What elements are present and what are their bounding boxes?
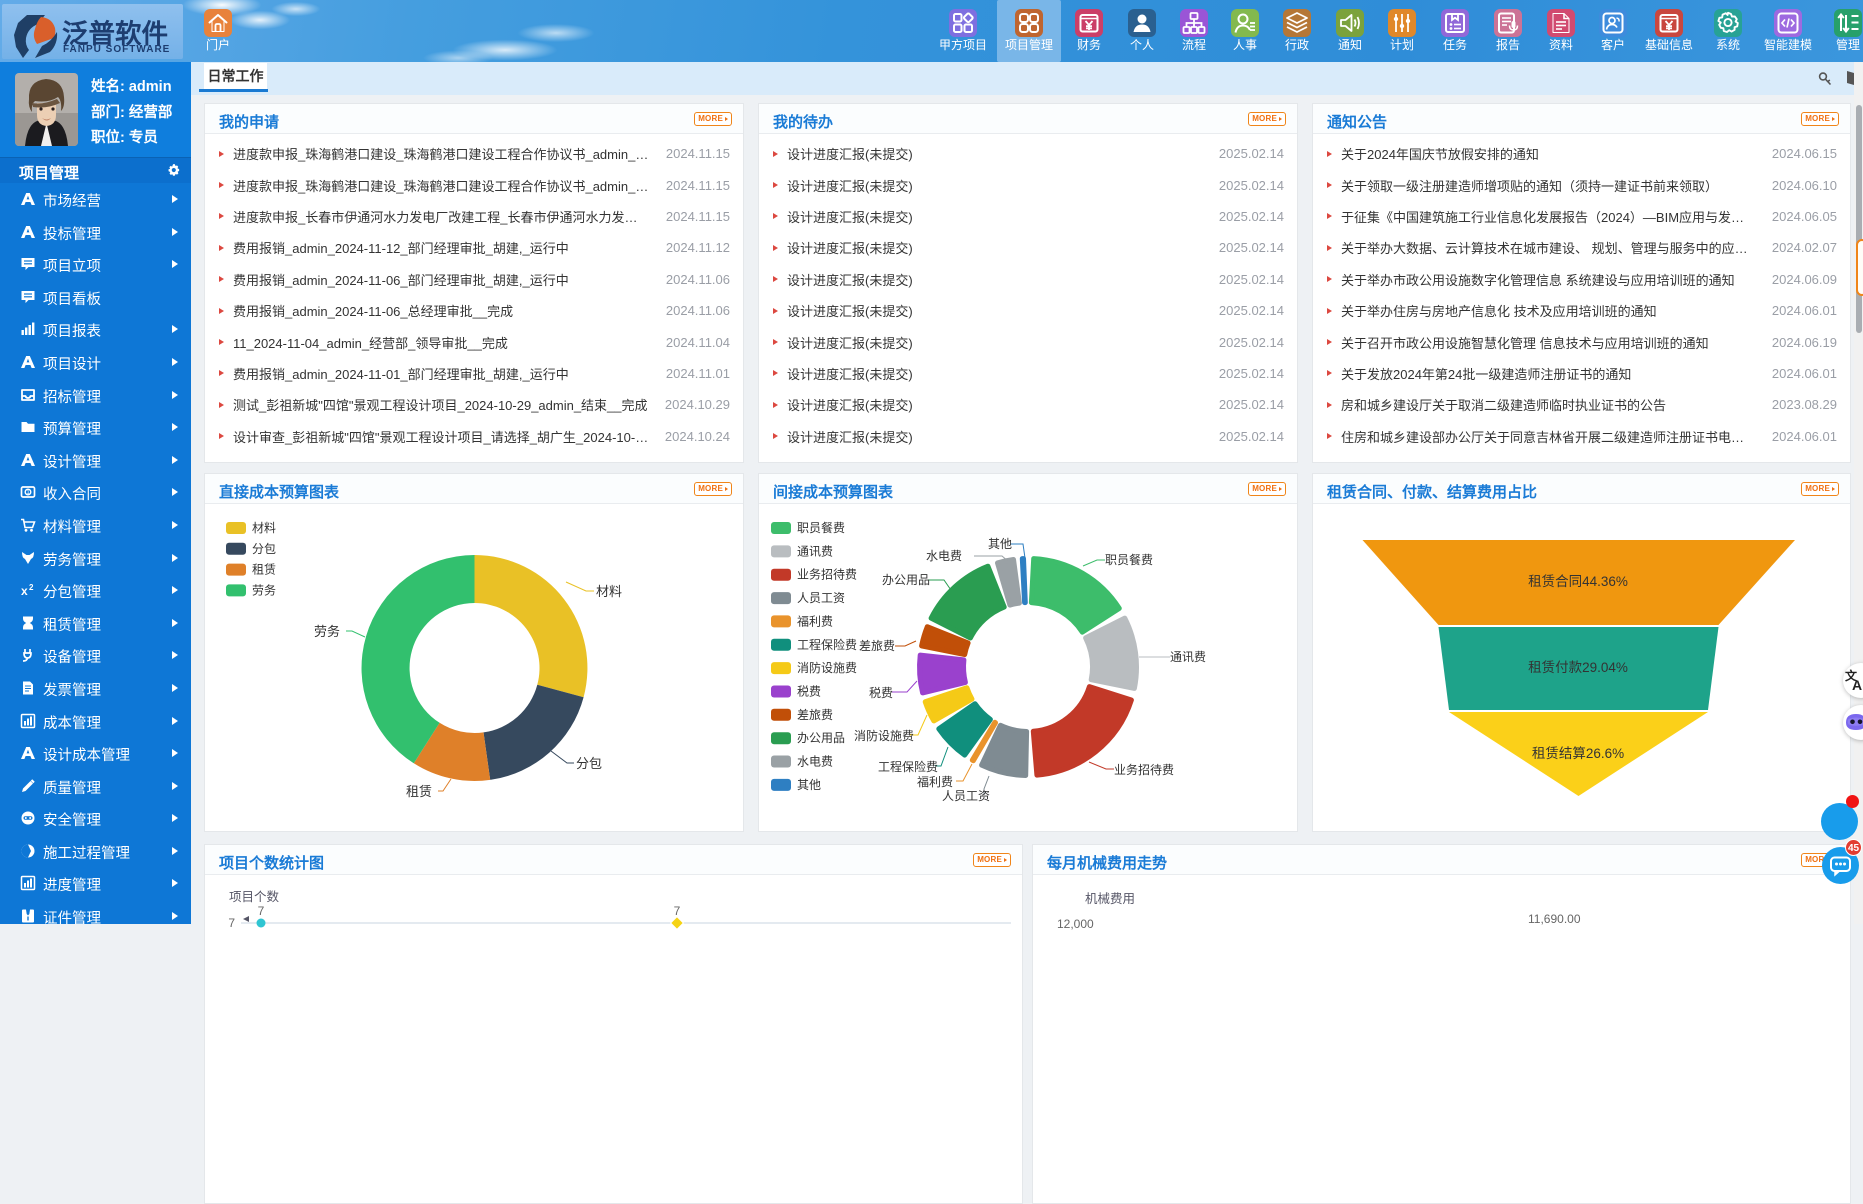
svg-text:劳务: 劳务 [252,582,276,597]
svg-text:项目个数: 项目个数 [229,889,280,904]
svg-text:水电费: 水电费 [797,755,833,769]
svg-text:业务招待费: 业务招待费 [797,567,857,582]
svg-text:消防设施费: 消防设施费 [854,728,914,743]
svg-text:租赁: 租赁 [252,563,276,577]
svg-text:其他: 其他 [797,778,821,792]
svg-text:差旅费: 差旅费 [797,708,833,722]
svg-text:其他: 其他 [988,537,1012,551]
svg-text:通讯费: 通讯费 [1170,650,1206,664]
svg-text:租赁付款29.04%: 租赁付款29.04% [1528,660,1628,675]
svg-text:税费: 税费 [869,686,893,700]
svg-text:机械费用: 机械费用 [1085,891,1135,906]
svg-text:水电费: 水电费 [926,549,962,563]
svg-text:办公用品: 办公用品 [882,572,930,587]
svg-text:通讯费: 通讯费 [797,544,833,558]
svg-text:工程保险费: 工程保险费 [878,759,938,774]
svg-text:材料: 材料 [596,584,622,599]
svg-text:差旅费: 差旅费 [859,639,895,653]
svg-text:福利费: 福利费 [797,613,833,628]
svg-text:7: 7 [228,916,235,930]
svg-text:职员餐费: 职员餐费 [797,520,845,535]
svg-text:福利费: 福利费 [917,774,953,789]
svg-text:1: 1 [26,490,30,496]
svg-text:租赁: 租赁 [406,784,432,799]
svg-text:消防设施费: 消防设施费 [797,660,857,675]
svg-text:7: 7 [674,904,681,918]
svg-text:分包: 分包 [252,542,276,556]
svg-text:x: x [21,584,28,598]
svg-text:工程保险费: 工程保险费 [797,637,857,652]
svg-text:劳务: 劳务 [314,624,340,639]
svg-text:7: 7 [258,904,265,918]
svg-text:业务招待费: 业务招待费 [1114,762,1174,777]
svg-text:租赁合同44.36%: 租赁合同44.36% [1528,574,1628,589]
svg-text:税费: 税费 [797,685,821,699]
svg-text:办公用品: 办公用品 [797,730,845,745]
svg-text:文: 文 [1845,668,1858,683]
svg-text:11,690.00: 11,690.00 [1528,912,1581,926]
svg-text:12,000: 12,000 [1057,917,1094,931]
svg-text:租赁结算26.6%: 租赁结算26.6% [1532,746,1624,761]
svg-text:材料: 材料 [252,521,276,535]
svg-text:2: 2 [29,583,34,592]
svg-text:职员餐费: 职员餐费 [1105,552,1153,567]
svg-text:A: A [1852,677,1862,693]
svg-text:分包: 分包 [576,756,602,771]
svg-text:人员工资: 人员工资 [942,789,990,803]
svg-text:人员工资: 人员工资 [797,591,845,605]
